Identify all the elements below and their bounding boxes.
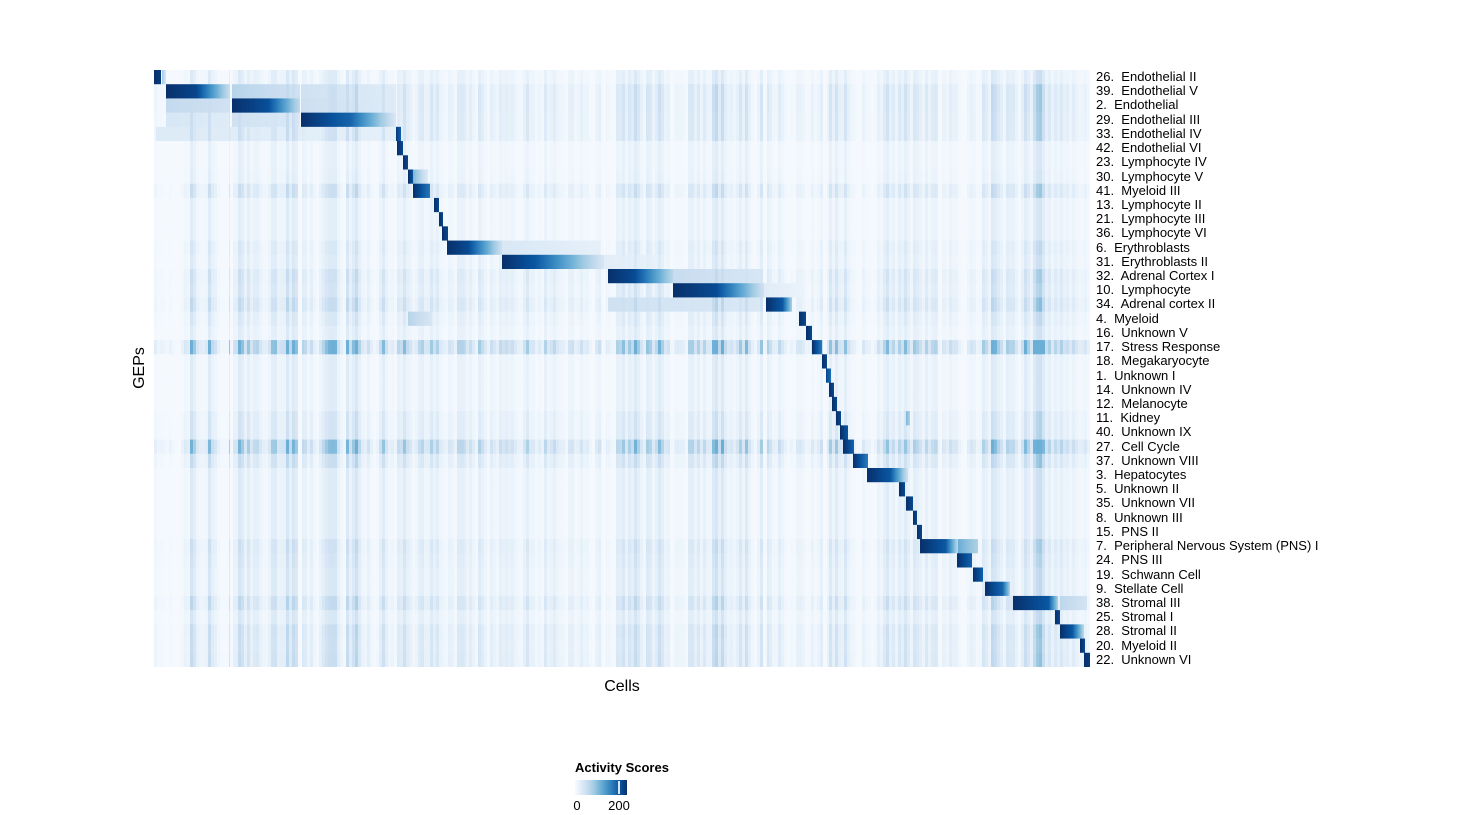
row-label: 28. Stromal II	[1096, 623, 1177, 639]
row-label: 17. Stress Response	[1096, 339, 1221, 355]
row-label: 25. Stromal I	[1096, 609, 1174, 625]
row-label: 24. PNS III	[1096, 552, 1163, 568]
row-label: 22. Unknown VI	[1096, 651, 1192, 667]
legend-tick-notch	[618, 781, 620, 794]
row-label: 34. Adrenal cortex II	[1096, 296, 1216, 312]
row-label: 3. Hepatocytes	[1096, 467, 1187, 482]
row-label: 26. Endothelial II	[1096, 69, 1197, 84]
row-label: 14. Unknown IV	[1096, 381, 1192, 397]
row-label: 6. Erythroblasts	[1096, 239, 1190, 255]
legend-tick-labels: 0 200	[573, 798, 655, 813]
row-label: 42. Endothelial VI	[1096, 140, 1202, 156]
row-label: 35. Unknown VII	[1096, 495, 1195, 511]
activity-scores-legend: Activity Scores 0 200	[573, 760, 715, 813]
row-label: 30. Lymphocyte V	[1096, 168, 1204, 184]
row-label: 15. PNS II	[1096, 523, 1159, 539]
row-label: 21. Lymphocyte III	[1096, 211, 1206, 227]
row-label: 37. Unknown VIII	[1096, 452, 1199, 468]
row-label: 7. Peripheral Nervous System (PNS) I	[1096, 538, 1319, 554]
row-label: 1. Unknown I	[1096, 367, 1176, 383]
row-label: 16. Unknown V	[1096, 324, 1188, 340]
row-label: 31. Erythroblasts II	[1096, 253, 1208, 269]
row-label: 9. Stellate Cell	[1096, 580, 1184, 596]
row-label: 11. Kidney	[1096, 410, 1161, 426]
row-label: 39. Endothelial V	[1096, 83, 1198, 99]
row-label: 20. Myeloid II	[1096, 637, 1177, 653]
legend-gradient-bar	[575, 780, 627, 795]
row-label: 27. Cell Cycle	[1096, 438, 1180, 454]
legend-tick-0: 0	[573, 798, 581, 813]
row-labels: 26. Endothelial II 39. Endothelial V 2. En…	[1096, 69, 1436, 667]
row-label: 19. Schwann Cell	[1096, 566, 1201, 582]
x-axis-label: Cells	[604, 678, 640, 695]
legend-title: Activity Scores	[575, 760, 669, 775]
row-label: 4. Myeloid	[1096, 310, 1159, 326]
y-axis-label: GEPs	[131, 347, 148, 389]
row-label: 12. Melanocyte	[1096, 395, 1188, 411]
row-label: 33. Endothelial IV	[1096, 125, 1202, 141]
row-label: 29. Endothelial III	[1096, 111, 1201, 127]
row-label: 10. Lymphocyte	[1096, 282, 1191, 298]
legend-tick-200: 200	[608, 798, 630, 813]
heatmap-canvas	[154, 70, 1090, 667]
row-label: 13. Lymphocyte II	[1096, 196, 1202, 212]
row-label: 8. Unknown III	[1096, 509, 1183, 525]
row-label: 18. Megakaryocyte	[1096, 353, 1210, 369]
row-label: 41. Myeloid III	[1096, 182, 1181, 198]
row-label: 40. Unknown IX	[1096, 424, 1192, 440]
row-label: 23. Lymphocyte IV	[1096, 154, 1207, 170]
row-label: 2. Endothelial	[1096, 97, 1179, 113]
row-label: 32. Adrenal Cortex I	[1096, 268, 1215, 283]
row-label: 5. Unknown II	[1096, 481, 1180, 497]
row-label: 36. Lymphocyte VI	[1096, 225, 1207, 241]
row-label: 38. Stromal III	[1096, 594, 1181, 610]
